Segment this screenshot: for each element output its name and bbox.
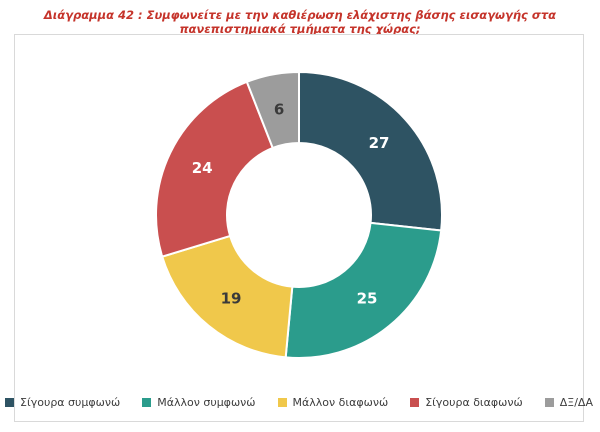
- legend-swatch-icon: [142, 398, 152, 407]
- legend-swatch-icon: [544, 398, 554, 407]
- segment-value-label: 27: [369, 134, 390, 152]
- legend-swatch-icon: [5, 398, 15, 407]
- donut-segment-5: [245, 70, 300, 150]
- chart-title: Διάγραμμα 42 : Συμφωνείτε με την καθιέρω…: [43, 8, 557, 36]
- segment-value-label: 6: [274, 100, 284, 118]
- legend-item-2: Μάλλον συμφωνώ: [142, 396, 256, 409]
- segment-value-label: 19: [221, 289, 242, 307]
- legend-label: ΔΞ/ΔΑ: [559, 396, 593, 409]
- donut-segment-1: [298, 70, 443, 232]
- donut-chart: 27 25 19 24 6: [155, 70, 443, 359]
- legend: Σίγουρα συμφωνώ Μάλλον συμφωνώ Μάλλον διαφ…: [5, 396, 593, 409]
- segment-value-label: 25: [357, 289, 378, 307]
- donut-segment-4: [155, 80, 275, 258]
- legend-label: Σίγουρα συμφωνώ: [20, 396, 121, 409]
- legend-item-1: Σίγουρα συμφωνώ: [5, 396, 120, 409]
- legend-swatch-icon: [410, 398, 420, 407]
- chart-card: 27 25 19 24 6 Σίγουρα συμφωνώ Μάλλον συμφωνώ Μ…: [5, 34, 593, 422]
- legend-label: Μάλλον διαφωνώ: [292, 396, 389, 409]
- legend-label: Μάλλον συμφωνώ: [157, 396, 256, 409]
- legend-item-3: Μάλλον διαφωνώ: [277, 396, 389, 409]
- legend-item-4: Σίγουρα διαφωνώ: [410, 396, 523, 409]
- legend-label: Σίγουρα διαφωνώ: [425, 396, 523, 409]
- legend-swatch-icon: [277, 398, 287, 407]
- donut-plot-area: 27 25 19 24 6: [15, 43, 583, 379]
- donut-segment-2: [284, 221, 443, 359]
- segment-value-label: 24: [192, 159, 213, 177]
- legend-item-5: ΔΞ/ΔΑ: [544, 396, 593, 409]
